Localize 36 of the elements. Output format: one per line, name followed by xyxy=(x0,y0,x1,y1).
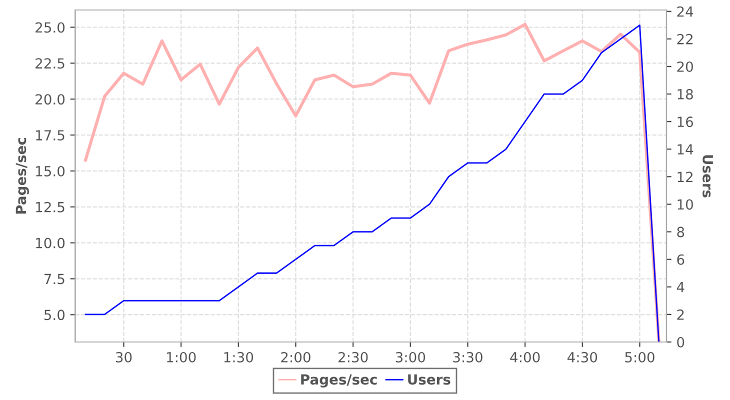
y2-tick-label: 24 xyxy=(677,6,694,17)
y-tick-label: 12.5 xyxy=(36,202,64,212)
y2-axis-title: Users xyxy=(702,155,713,198)
y-tick-label: 15.0 xyxy=(36,166,65,176)
x-tick-label: 1:30 xyxy=(224,352,254,362)
x-tick-label: 30 xyxy=(116,352,132,362)
y-tick-label: 17.5 xyxy=(36,130,64,141)
x-tick-label: 4:00 xyxy=(510,352,540,362)
x-tick-label: 5:00 xyxy=(625,352,654,362)
y2-tick-label: 8 xyxy=(677,226,684,238)
y2-tick-label: 2 xyxy=(677,309,684,320)
y2-tick-label: 6 xyxy=(677,254,684,265)
y-tick-label: 22.5 xyxy=(36,58,64,69)
y-tick-label: 20.0 xyxy=(36,94,65,105)
y-tick-label: 25.0 xyxy=(36,22,65,33)
y2-tick-label: 12 xyxy=(678,172,692,182)
y2-tick-label: 18 xyxy=(678,89,693,100)
x-tick-label: 2:00 xyxy=(281,352,310,362)
y2-tick-label: 22 xyxy=(677,34,692,44)
y-tick-label: 7.5 xyxy=(44,274,64,284)
legend-label: Pages/sec xyxy=(301,374,377,388)
y2-tick-label: 4 xyxy=(676,282,684,292)
x-tick-label: 3:30 xyxy=(453,352,482,362)
y2-tick-label: 20 xyxy=(677,61,693,72)
legend-label: Users xyxy=(408,374,450,385)
x-tick-label: 4:30 xyxy=(567,352,598,362)
y-tick-label: 5.0 xyxy=(44,310,65,320)
x-tick-label: 2:30 xyxy=(338,352,368,362)
y2-tick-label: 0 xyxy=(677,336,684,348)
x-tick-label: 1:00 xyxy=(166,352,196,362)
y2-tick-label: 16 xyxy=(678,116,694,128)
x-tick-label: 3:00 xyxy=(396,352,426,362)
y2-tick-label: 10 xyxy=(678,199,693,210)
y-tick-label: 10.0 xyxy=(36,238,65,248)
y-axis-title: Pages/sec xyxy=(16,138,29,214)
y2-tick-label: 14 xyxy=(678,144,694,154)
